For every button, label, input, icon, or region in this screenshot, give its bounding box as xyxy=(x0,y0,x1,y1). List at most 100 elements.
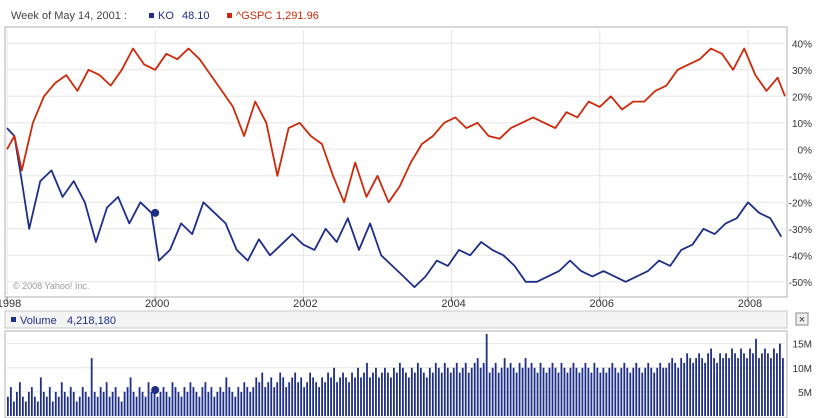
volume-bar xyxy=(30,387,33,416)
volume-bar xyxy=(189,382,192,416)
volume-bar xyxy=(545,372,548,416)
volume-bar xyxy=(776,353,778,416)
volume-bar xyxy=(662,367,665,416)
volume-bar xyxy=(719,353,721,416)
volume-bar xyxy=(234,396,237,416)
volume-bar xyxy=(156,396,159,416)
volume-bar xyxy=(692,362,695,416)
volume-bar xyxy=(698,353,701,416)
gspc-legend-value: 1,291.96 xyxy=(276,10,319,22)
volume-marker xyxy=(151,386,160,394)
volume-bar xyxy=(285,387,288,416)
volume-bar xyxy=(773,348,775,416)
volume-bar xyxy=(728,358,730,416)
volume-bar xyxy=(90,358,93,416)
volume-bar xyxy=(755,338,757,416)
volume-bar xyxy=(614,367,617,416)
volume-bar xyxy=(464,362,467,416)
y-tick-label: 0% xyxy=(798,145,813,156)
volume-bar xyxy=(387,372,389,416)
y-tick-label: -10% xyxy=(789,172,812,183)
x-tick-label: 1998 xyxy=(0,298,21,310)
volume-bar xyxy=(503,358,506,416)
volume-bar xyxy=(512,367,515,416)
volume-bar xyxy=(126,387,129,416)
volume-value: 4,218,180 xyxy=(67,315,116,327)
volume-bar xyxy=(590,372,593,416)
volume-bar xyxy=(518,362,521,416)
volume-bar xyxy=(413,372,416,416)
volume-bar xyxy=(297,382,300,416)
volume-bar xyxy=(294,372,297,416)
volume-bar xyxy=(506,367,509,416)
volume-bar xyxy=(446,367,449,416)
volume-bar xyxy=(485,334,488,416)
volume-bar xyxy=(390,377,392,416)
volume-bar xyxy=(422,372,425,416)
volume-bar xyxy=(141,391,144,416)
volume-bar xyxy=(689,358,692,416)
volume-bar xyxy=(686,353,689,416)
volume-bar xyxy=(731,348,733,416)
volume-bar xyxy=(749,348,751,416)
volume-bar xyxy=(351,372,353,416)
volume-bar xyxy=(659,362,662,416)
volume-bar xyxy=(282,377,285,416)
selected-point-marker[interactable] xyxy=(151,208,160,217)
volume-close-button[interactable]: × xyxy=(795,312,809,326)
main-chart-gridlines xyxy=(6,30,785,295)
volume-bar xyxy=(369,377,371,416)
volume-bar xyxy=(324,382,326,416)
volume-bar xyxy=(668,362,671,416)
volume-bar xyxy=(231,391,234,416)
volume-bar xyxy=(578,372,581,416)
volume-bar xyxy=(671,358,674,416)
volume-bar xyxy=(521,367,524,416)
volume-bar xyxy=(710,348,712,416)
volume-bar xyxy=(509,362,512,416)
volume-y-tick-label: 15M xyxy=(793,340,812,351)
volume-bar xyxy=(225,377,228,416)
volume-bar xyxy=(366,362,368,416)
volume-bar xyxy=(488,372,491,416)
volume-bar xyxy=(144,396,147,416)
volume-bar xyxy=(342,372,344,416)
volume-bar xyxy=(482,362,485,416)
y-tick-label: -20% xyxy=(789,198,812,209)
volume-bar xyxy=(641,372,644,416)
y-tick-label: 30% xyxy=(792,66,812,77)
volume-bar xyxy=(7,396,9,416)
date-label: Week of May 14, 2001 : xyxy=(11,10,127,22)
volume-bar xyxy=(410,367,413,416)
volume-bar xyxy=(470,367,473,416)
volume-bar xyxy=(147,382,150,416)
volume-bar xyxy=(461,367,464,416)
volume-bar xyxy=(135,396,138,416)
volume-bar xyxy=(620,367,623,416)
volume-bar xyxy=(494,362,497,416)
volume-bar xyxy=(716,362,718,416)
volume-bar xyxy=(665,367,668,416)
volume-bar xyxy=(458,372,461,416)
volume-bar xyxy=(123,391,126,416)
volume-bar xyxy=(381,372,383,416)
volume-bar xyxy=(162,387,165,416)
volume-bar xyxy=(416,362,419,416)
close-icon[interactable]: × xyxy=(799,314,805,326)
volume-bar xyxy=(548,367,551,416)
volume-bar xyxy=(51,401,54,416)
volume-bar xyxy=(734,353,736,416)
main-chart-lines xyxy=(6,47,786,289)
volume-bar xyxy=(536,372,539,416)
volume-bar xyxy=(264,387,267,416)
volume-bar xyxy=(75,401,78,416)
volume-bar xyxy=(635,362,638,416)
volume-bar xyxy=(42,391,45,416)
volume-bar xyxy=(539,362,542,416)
volume-bar xyxy=(357,367,359,416)
volume-bar xyxy=(267,382,270,416)
volume-bar xyxy=(192,387,195,416)
volume-bar xyxy=(752,353,754,416)
volume-bar xyxy=(737,358,739,416)
volume-bar xyxy=(60,382,63,416)
